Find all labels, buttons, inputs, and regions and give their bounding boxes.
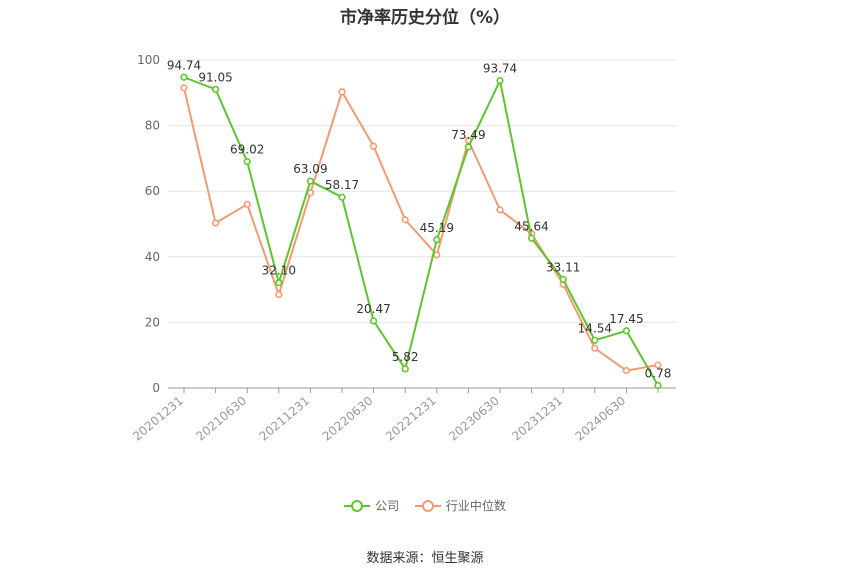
- data-point-company: [275, 279, 283, 287]
- data-point-company: [306, 177, 315, 185]
- data-label: 14.54: [578, 321, 612, 335]
- y-tick-label: 20: [145, 315, 160, 329]
- data-label: 0.78: [645, 366, 672, 380]
- series-lines: [180, 73, 662, 390]
- data-point-company: [433, 236, 441, 244]
- x-tick-label: 20240630: [573, 394, 629, 444]
- data-point-industry-median: [212, 219, 220, 227]
- data-point-industry-median: [622, 367, 631, 375]
- data-point-industry-median: [180, 84, 188, 92]
- data-point-industry-median: [401, 216, 409, 224]
- data-point-industry-median: [433, 251, 441, 259]
- y-tick-label: 60: [145, 184, 160, 198]
- legend-item-company[interactable]: 公司: [344, 497, 399, 514]
- data-label: 45.64: [514, 219, 548, 233]
- data-point-company: [591, 336, 599, 344]
- data-label: 73.49: [451, 128, 485, 142]
- legend-item-industry-median[interactable]: 行业中位数: [414, 497, 506, 514]
- data-label: 93.74: [483, 62, 517, 76]
- data-point-company: [559, 275, 567, 283]
- data-point-industry-median: [370, 142, 378, 150]
- data-label: 58.17: [325, 178, 359, 192]
- x-tick-label: 20211231: [257, 394, 313, 444]
- data-point-company: [496, 76, 504, 85]
- chart-title: 市净率历史分位（%）: [339, 8, 511, 28]
- data-point-company: [243, 158, 251, 166]
- data-point-company: [401, 365, 409, 373]
- data-label: 5.82: [392, 350, 419, 364]
- data-point-company: [370, 317, 378, 325]
- x-tick-label: 20221231: [383, 394, 439, 444]
- data-point-industry-median: [654, 361, 662, 369]
- x-tick-label: 20231231: [509, 394, 565, 444]
- y-tick-label: 80: [145, 119, 160, 133]
- data-point-industry-median: [338, 88, 346, 96]
- data-label: 69.02: [230, 143, 264, 157]
- x-tick-label: 20230630: [446, 394, 502, 444]
- data-label: 94.74: [167, 58, 201, 72]
- legend-swatch-company-icon: [344, 499, 371, 513]
- data-point-industry-median: [496, 206, 504, 214]
- data-point-company: [654, 381, 662, 390]
- data-label: 20.47: [356, 302, 390, 316]
- data-point-company: [527, 234, 536, 242]
- data-point-company: [180, 73, 188, 81]
- data-label: 63.09: [293, 162, 327, 176]
- x-tick-label: 20201231: [130, 394, 186, 444]
- legend: 公司 行业中位数: [0, 497, 850, 516]
- data-source-note: 数据来源：恒生聚源: [366, 551, 484, 566]
- data-point-industry-median: [243, 200, 251, 208]
- legend-swatch-industry-icon: [414, 499, 441, 513]
- y-tick-label: 40: [145, 250, 160, 264]
- data-label: 33.11: [546, 260, 580, 274]
- series-line-company: [183, 76, 659, 386]
- data-point-industry-median: [306, 189, 315, 197]
- series-line-industry-median: [183, 87, 659, 372]
- x-tick-label: 20210630: [193, 394, 249, 444]
- data-point-company: [622, 327, 631, 335]
- data-point-industry-median: [591, 344, 599, 352]
- legend-label-company: 公司: [375, 499, 400, 513]
- y-tick-label: 0: [152, 381, 160, 395]
- grid-lines: [168, 59, 676, 323]
- data-label: 91.05: [198, 70, 232, 84]
- data-label: 17.45: [609, 312, 643, 326]
- x-tick-label: 20220630: [320, 394, 376, 444]
- data-point-company: [338, 193, 346, 201]
- data-point-company: [212, 85, 220, 93]
- data-point-industry-median: [275, 290, 283, 299]
- data-label: 45.19: [420, 221, 454, 235]
- y-tick-label: 100: [137, 53, 160, 67]
- legend-label-industry-median: 行业中位数: [445, 499, 506, 513]
- data-label: 32.10: [262, 264, 296, 278]
- data-point-company: [464, 143, 473, 151]
